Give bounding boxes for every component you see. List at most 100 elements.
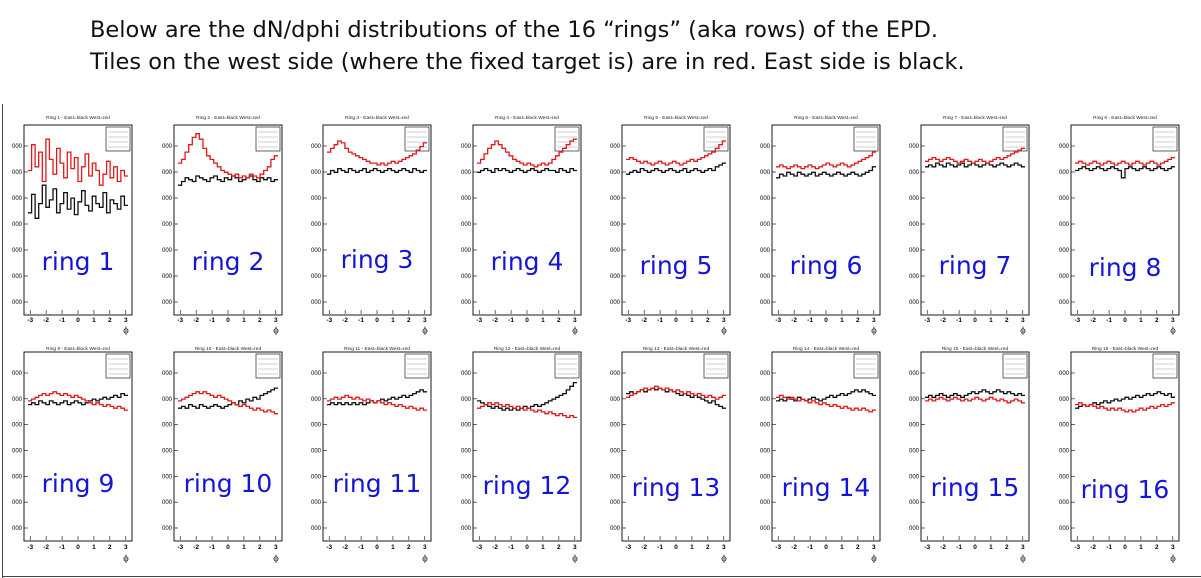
stats-box [105,353,131,379]
y-tick-label: 000 [1059,500,1070,506]
x-tick-label: -2 [193,317,199,324]
y-tick-label: 000 [1059,474,1070,480]
y-tick-label: 000 [909,423,920,429]
x-axis-label: ϕ [123,326,129,335]
y-tick-label: 000 [610,274,621,280]
x-tick-label: 1 [242,317,246,324]
panel-title: Ring 6 - East=black West=red [794,115,858,121]
x-tick-label: 0 [1123,317,1127,324]
y-tick-label: 000 [311,474,322,480]
ring-label: ring 16 [1081,475,1170,504]
x-tick-label: 0 [375,317,379,324]
x-tick-label: 1 [92,544,96,551]
west-series-line [477,138,577,168]
stats-box [404,126,430,152]
y-tick-label: 000 [162,274,173,280]
stats-box-border [853,353,879,379]
y-tick-label: 000 [162,526,173,532]
x-tick-label: 2 [108,544,112,551]
stats-box-border [105,353,131,379]
x-tick-label: -1 [657,544,663,551]
stats-box-border [853,126,879,152]
y-tick-label: 000 [12,526,23,532]
y-tick-label: 000 [162,449,173,455]
slide-header: Below are the dN/dphi distributions of t… [90,14,1090,78]
x-tick-label: -2 [43,317,49,324]
x-tick-label: -1 [1106,317,1112,324]
west-series-line [925,147,1025,164]
y-tick-label: 000 [12,300,23,306]
y-tick-label: 000 [760,423,771,429]
y-tick-label: 000 [162,423,173,429]
stats-box-border [1002,353,1028,379]
y-tick-label: 000 [461,170,472,176]
ring-panel-14: Ring 14 - East=black West=red00000000000… [760,346,881,563]
y-tick-label: 000 [461,526,472,532]
west-series-line [776,151,876,170]
x-axis-label: ϕ [422,326,428,335]
x-tick-label: -2 [492,544,498,551]
panel-title: Ring 2 - East=black West=red [196,115,260,121]
plot-frame [771,351,881,542]
ring-label: ring 9 [42,469,115,498]
east-series-line [28,392,128,406]
x-tick-label: -3 [625,317,631,324]
ring-label: ring 15 [931,473,1020,502]
x-tick-label: 3 [124,317,128,324]
ring-label: ring 14 [782,473,871,502]
east-series-line [925,162,1025,168]
ring-panel-12: Ring 12 - East=black West=red00000000000… [461,346,582,563]
east-series-line [776,389,876,402]
plot-frame [23,124,133,316]
x-tick-label: -3 [775,544,781,551]
y-tick-label: 000 [909,474,920,480]
panel-title: Ring 7 - East=black West=red [943,115,1007,121]
west-series-line [1075,156,1175,166]
stats-box [1002,126,1028,152]
y-tick-label: 000 [909,248,920,254]
west-series-line [1075,402,1175,413]
x-tick-label: 0 [76,544,80,551]
x-tick-label: 1 [690,317,694,324]
ring-label: ring 4 [491,247,564,276]
y-tick-label: 000 [909,170,920,176]
plot-frame [1070,124,1180,316]
y-tick-label: 000 [311,300,322,306]
plot-frame [23,351,133,542]
stats-box-border [404,353,430,379]
y-tick-label: 000 [311,449,322,455]
west-series-line [925,396,1025,404]
x-tick-label: 3 [423,544,427,551]
panel-title: Ring 11 - East=black West=red [344,346,410,352]
plot-frame [173,351,283,542]
x-tick-label: 3 [872,317,876,324]
x-tick-label: -3 [1074,544,1080,551]
west-series-line [178,391,278,415]
stats-box-border [554,353,580,379]
y-tick-label: 000 [610,144,621,150]
y-tick-label: 000 [909,222,920,228]
slide-border-bottom [2,576,1201,577]
y-tick-label: 000 [909,371,920,377]
x-axis-label: ϕ [871,554,877,563]
y-tick-label: 000 [12,170,23,176]
x-axis-label: ϕ [721,326,727,335]
y-tick-label: 000 [1059,300,1070,306]
stats-box [703,353,729,379]
y-tick-label: 000 [461,371,472,377]
x-tick-label: -3 [1074,317,1080,324]
x-tick-label: -2 [193,544,199,551]
y-tick-label: 000 [12,423,23,429]
slide-border-left [2,104,3,578]
y-tick-label: 000 [909,500,920,506]
y-tick-label: 000 [760,170,771,176]
ring-label: ring 11 [333,469,422,498]
x-axis-label: ϕ [871,326,877,335]
ring-panel-11: Ring 11 - East=black West=red00000000000… [311,346,432,563]
y-tick-label: 000 [1059,371,1070,377]
x-tick-label: 2 [557,544,561,551]
plot-frame [920,351,1030,542]
stats-box [1002,353,1028,379]
ring-panel-13: Ring 13 - East=black West=red00000000000… [610,346,731,563]
y-tick-label: 000 [12,397,23,403]
